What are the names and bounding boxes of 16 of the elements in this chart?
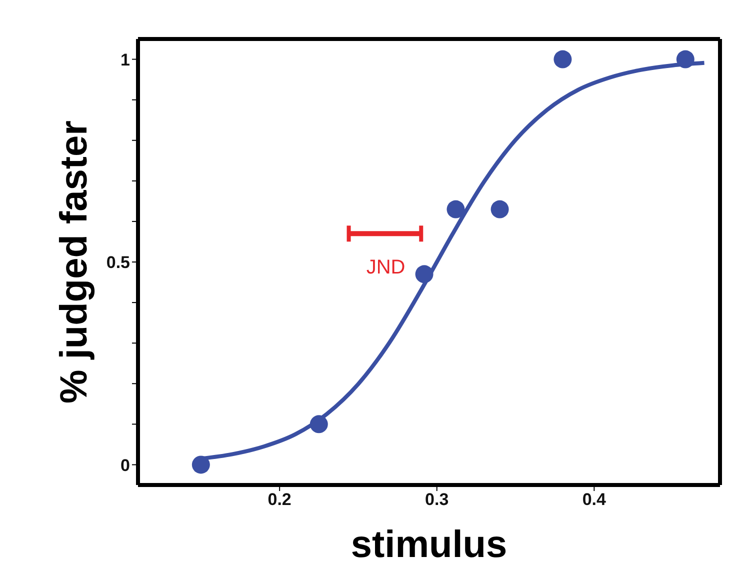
x-tick-label: 0.3	[425, 490, 449, 510]
point	[310, 415, 328, 434]
point	[676, 50, 694, 68]
annotation: JND	[366, 256, 406, 279]
y-axis-title: % judged faster	[53, 120, 96, 404]
point	[446, 200, 465, 218]
y-tick-label: 0	[120, 456, 130, 475]
y-tick-label: 1	[120, 50, 130, 70]
x-tick-label: 0.4	[582, 490, 607, 510]
point	[415, 265, 434, 284]
x-axis-title: stimulus	[350, 524, 508, 566]
y-tick-label: 0.5	[106, 253, 130, 272]
x-tick-label: 0.2	[268, 490, 292, 510]
point	[192, 456, 210, 474]
point	[554, 50, 572, 68]
point	[490, 200, 509, 218]
